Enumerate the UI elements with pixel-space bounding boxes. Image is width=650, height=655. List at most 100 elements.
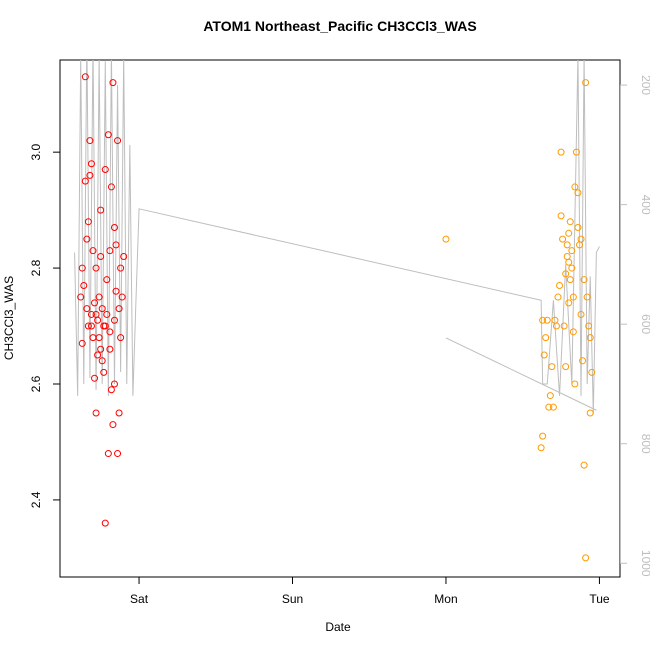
data-point <box>560 322 568 330</box>
data-point <box>101 322 109 330</box>
data-point <box>98 357 106 365</box>
data-point <box>579 357 587 365</box>
data-point <box>80 281 88 289</box>
data-point <box>537 444 545 452</box>
data-point <box>97 252 105 260</box>
data-point <box>97 345 105 353</box>
data-point <box>109 421 117 429</box>
data-point <box>103 310 111 318</box>
data-point <box>577 310 585 318</box>
data-point <box>545 403 553 411</box>
data-point <box>97 206 105 214</box>
y2-tick-label: 800 <box>639 434 650 454</box>
data-point <box>588 368 596 376</box>
y2-tick-label: 200 <box>639 75 650 95</box>
y-tick-label: 3.0 <box>29 143 43 160</box>
data-point <box>107 183 115 191</box>
y2-tick-label: 1000 <box>639 550 650 577</box>
data-point <box>577 235 585 243</box>
data-point <box>543 316 551 324</box>
data-point <box>580 276 588 284</box>
data-point <box>83 235 91 243</box>
data-point <box>95 334 103 342</box>
data-point <box>92 264 100 272</box>
data-point <box>586 334 594 342</box>
data-point <box>115 305 123 313</box>
data-point <box>557 212 565 220</box>
data-point <box>571 183 579 191</box>
data-point <box>81 177 89 185</box>
data-point <box>112 241 120 249</box>
data-point <box>95 293 103 301</box>
x-tick-label: Sat <box>130 592 149 606</box>
data-point <box>106 345 114 353</box>
data-point <box>566 218 574 226</box>
data-point <box>117 334 125 342</box>
x-axis-label: Date <box>325 620 351 634</box>
data-point <box>540 351 548 359</box>
data-point <box>585 322 593 330</box>
data-point <box>574 224 582 232</box>
data-point <box>114 450 122 458</box>
data-point <box>106 247 114 255</box>
data-point <box>557 148 565 156</box>
data-point <box>87 160 95 168</box>
data-point <box>582 79 590 87</box>
data-point <box>563 241 571 249</box>
data-point <box>77 293 85 301</box>
data-point <box>120 252 128 260</box>
x-tick-label: Mon <box>434 592 457 606</box>
data-point <box>542 334 550 342</box>
data-point <box>89 247 97 255</box>
data-point <box>565 299 573 307</box>
data-point <box>87 310 95 318</box>
data-point <box>104 131 112 139</box>
y2-tick-label: 600 <box>639 314 650 334</box>
data-point <box>548 363 556 371</box>
data-point <box>112 287 120 295</box>
data-point <box>86 137 94 145</box>
data-point <box>562 270 570 278</box>
x-tick-label: Sun <box>282 592 303 606</box>
y-axis-label: CH3CCl3_WAS <box>2 276 16 360</box>
y2-tick-label: 400 <box>639 195 650 215</box>
data-point <box>103 276 111 284</box>
data-point <box>562 363 570 371</box>
data-point <box>110 316 118 324</box>
data-point <box>572 148 580 156</box>
data-point <box>582 554 590 562</box>
data-point <box>563 252 571 260</box>
data-point <box>81 73 89 81</box>
data-point <box>110 224 118 232</box>
data-point <box>118 293 126 301</box>
data-point <box>559 235 567 243</box>
data-point <box>101 166 109 174</box>
data-point <box>568 247 576 255</box>
data-point <box>442 235 450 243</box>
data-point <box>586 409 594 417</box>
data-point <box>549 403 557 411</box>
data-point <box>83 305 91 313</box>
data-point <box>546 392 554 400</box>
data-point <box>566 276 574 284</box>
data-point <box>91 374 99 382</box>
chart-title: ATOM1 Northeast_Pacific CH3CCl3_WAS <box>203 18 476 34</box>
data-point <box>98 305 106 313</box>
data-point <box>554 293 562 301</box>
data-point <box>583 293 591 301</box>
data-point <box>86 171 94 179</box>
y-tick-label: 2.6 <box>29 375 43 392</box>
data-point <box>580 461 588 469</box>
data-point <box>556 281 564 289</box>
data-point <box>552 322 560 330</box>
data-point <box>114 137 122 145</box>
data-point <box>107 386 115 394</box>
data-point <box>100 368 108 376</box>
data-point <box>574 189 582 197</box>
pressure-line <box>445 337 597 411</box>
data-point <box>78 339 86 347</box>
data-point <box>571 380 579 388</box>
data-point <box>110 380 118 388</box>
data-point <box>91 299 99 307</box>
x-tick-label: Tue <box>589 592 610 606</box>
